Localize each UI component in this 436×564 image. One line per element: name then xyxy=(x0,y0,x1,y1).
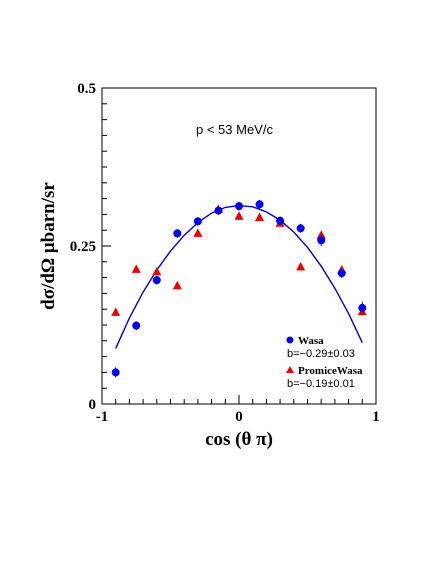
promicewasa-point xyxy=(111,307,121,316)
promicewasa-point xyxy=(234,211,244,220)
promicewasa-point xyxy=(152,266,162,276)
legend: Wasa b=−0.29±0.03 PromiceWasa b=−0.19±0.… xyxy=(286,335,363,390)
wasa-point xyxy=(173,229,182,238)
wasa-point xyxy=(358,303,367,312)
promicewasa-point xyxy=(193,228,203,237)
wasa-point xyxy=(235,202,243,211)
wasa-point xyxy=(193,217,202,226)
promicewasa-point xyxy=(316,230,326,239)
annotation-momentum: p < 53 MeV/c xyxy=(196,122,273,137)
legend-wasa-fit: b=−0.29±0.03 xyxy=(287,348,355,360)
fit-curve xyxy=(115,204,363,349)
promicewasa-point xyxy=(131,264,141,273)
wasa-point xyxy=(337,269,346,278)
legend-promicewasa-marker xyxy=(286,366,294,373)
axes: -1 0 100.250.5 xyxy=(70,81,380,425)
promicewasa-point xyxy=(172,280,182,290)
markers-layer xyxy=(111,199,367,378)
y-axis-title: dσ/dΩ μbarn/sr xyxy=(38,182,59,310)
promicewasa-point xyxy=(255,212,265,222)
fit-curve-layer xyxy=(115,204,363,349)
y-tick-label: 0.25 xyxy=(70,239,96,255)
wasa-point xyxy=(255,200,264,209)
wasa-point xyxy=(276,216,285,225)
x-tick-label: 0 xyxy=(235,409,243,425)
y-tick-label: 0.5 xyxy=(77,81,96,97)
wasa-point xyxy=(111,368,120,377)
x-tick-label: 1 xyxy=(372,409,380,425)
x-tick-label: -1 xyxy=(96,409,109,425)
promicewasa-point xyxy=(296,261,306,271)
wasa-point xyxy=(317,236,326,245)
legend-wasa-marker xyxy=(286,336,294,344)
wasa-point xyxy=(152,276,161,285)
legend-wasa-label: Wasa xyxy=(298,335,324,347)
legend-promicewasa-label: PromiceWasa xyxy=(298,365,363,377)
x-axis-title: cos (θ π) xyxy=(205,429,273,450)
legend-promicewasa-fit: b=−0.19±0.01 xyxy=(287,378,355,390)
y-tick-label: 0 xyxy=(89,397,97,413)
wasa-point xyxy=(214,206,223,215)
wasa-point xyxy=(132,321,141,330)
wasa-point xyxy=(296,224,305,233)
